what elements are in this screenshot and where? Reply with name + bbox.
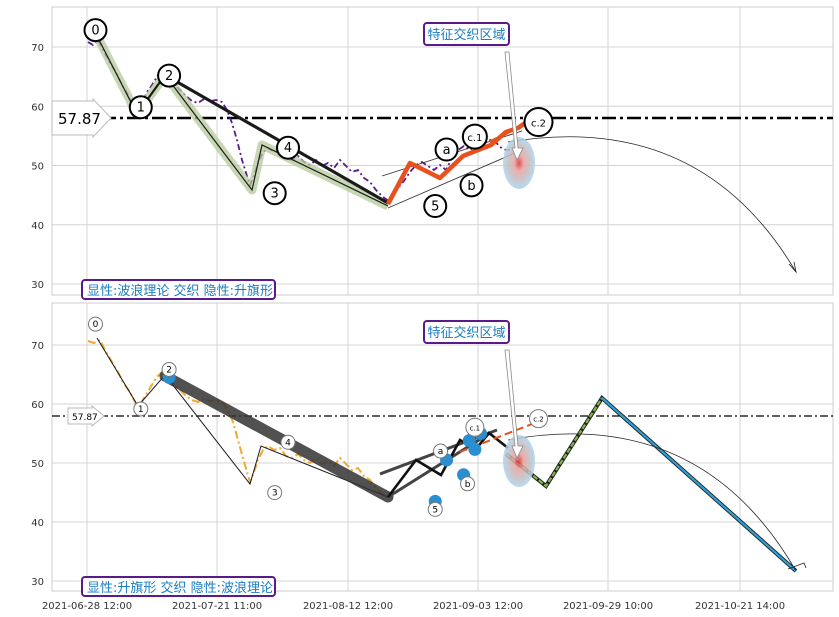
bottom-wave-line <box>96 337 389 498</box>
top-wave-label-circle <box>128 95 153 120</box>
top-wave-label: a <box>443 143 451 158</box>
top-y-tick-label: 40 <box>31 221 44 232</box>
x-tick-label: 2021-06-28 12:00 <box>42 601 132 612</box>
bottom-wave-label-circle <box>133 401 149 417</box>
top-y-tick-label: 50 <box>31 162 44 173</box>
bottom-y-tick-label: 50 <box>31 459 44 470</box>
bottom-projection-arc <box>507 433 797 572</box>
bottom-y-tick-label: 60 <box>31 400 44 411</box>
top-footer-label: 显性:波浪理论 交织 隐性:升旗形 <box>87 283 273 299</box>
top-y-tick-label: 70 <box>31 43 44 54</box>
top-wave-label: c.1 <box>467 133 482 144</box>
top-reference-arrow: 57.87 <box>51 97 112 139</box>
bottom-interaction-blob <box>503 435 535 487</box>
bottom-wave-band <box>159 370 394 503</box>
bottom-footer-label: 显性:升旗形 交织 隐性:波浪理论 <box>87 580 273 596</box>
top-wave-label-circle <box>276 135 301 160</box>
bottom-reference-label: 57.87 <box>72 413 98 423</box>
bottom-reference-arrow: 57.87 <box>67 404 105 428</box>
bottom-projection-blue <box>601 397 797 572</box>
bottom-sub-wave <box>386 431 509 498</box>
top-panel: 30 40 50 60 70 57.87 特征交织区域 0 1 <box>31 6 834 300</box>
bottom-annotation-text: 特征交织区域 <box>427 325 505 341</box>
top-wave-label: 0 <box>91 24 99 39</box>
top-wave-leg-2-5 <box>164 73 389 205</box>
top-grid <box>52 7 833 295</box>
bottom-wave-label: 0 <box>93 320 99 330</box>
top-wave-label-circle <box>461 123 488 150</box>
bottom-wave-label: 3 <box>272 489 278 499</box>
bottom-wave-label-circle <box>427 501 443 517</box>
x-tick-label: 2021-09-03 12:00 <box>433 601 523 612</box>
bottom-wave-label-circle <box>87 316 103 332</box>
top-wave-label: 5 <box>431 200 439 215</box>
x-tick-label: 2021-10-21 14:00 <box>695 601 785 612</box>
top-wave-label: 4 <box>284 141 292 156</box>
bottom-wave-label-circle <box>280 434 296 450</box>
bottom-wave-label: 5 <box>432 505 438 515</box>
top-y-tick-labels: 30 40 50 60 70 <box>31 43 44 291</box>
bottom-wave-label: 4 <box>285 438 291 448</box>
top-annotation-box: 特征交织区域 <box>423 22 510 46</box>
top-wave-label-circle <box>83 18 108 43</box>
top-wave-label-circle <box>423 194 448 219</box>
bottom-wave-label: b <box>465 480 471 490</box>
bottom-wave-label-circle <box>465 417 485 437</box>
x-tick-label: 2021-09-29 10:00 <box>563 601 653 612</box>
top-wave-label: b <box>467 179 475 194</box>
top-y-tick-label: 60 <box>31 102 44 113</box>
top-wave-label-circle <box>262 181 287 206</box>
top-projection-arrowhead <box>788 261 797 274</box>
top-wave-label-circle <box>157 63 182 88</box>
bottom-arc-bracket <box>787 562 807 570</box>
bottom-wave-label-circle <box>267 485 283 501</box>
top-wave-label: 3 <box>271 187 279 202</box>
top-reference-label: 57.87 <box>58 110 101 128</box>
bottom-pivot-dot <box>468 442 482 456</box>
bottom-y-tick-label: 40 <box>31 518 44 529</box>
top-sub-wave-dash <box>489 119 531 144</box>
top-channel-lower <box>387 149 523 209</box>
top-wave-label: c.2 <box>531 119 546 130</box>
bottom-wave-label: a <box>438 447 444 457</box>
bottom-annotation-box: 特征交织区域 <box>423 320 510 344</box>
top-projection-arc <box>507 136 797 273</box>
bottom-wave-label-circle <box>460 476 476 492</box>
x-tick-label: 2021-07-21 11:00 <box>172 601 262 612</box>
top-wave-labels: 0 1 2 3 4 5 a b c.1 c.2 <box>83 18 554 219</box>
bottom-wave-label: 1 <box>138 405 144 415</box>
bottom-wave-label-circle <box>529 409 549 429</box>
top-wave-label-circle <box>459 173 484 198</box>
top-wave-label-circle <box>523 107 554 138</box>
x-tick-labels: 2021-06-28 12:00 2021-07-21 11:00 2021-08-… <box>42 601 785 612</box>
bottom-wave-labels: 0 1 2 3 4 5 a b c.1 c.2 <box>87 316 549 517</box>
top-interaction-blob <box>503 137 535 189</box>
top-pointer-arrow <box>504 51 524 161</box>
bottom-footer-box: 显性:升旗形 交织 隐性:波浪理论 <box>81 576 276 597</box>
top-footer-box: 显性:波浪理论 交织 隐性:升旗形 <box>81 279 276 300</box>
top-wave-label: 1 <box>137 101 145 116</box>
bottom-wave-label-circle <box>161 361 177 377</box>
bottom-pointer-arrow <box>504 349 524 459</box>
x-tick-label: 2021-08-12 12:00 <box>303 601 393 612</box>
bottom-wave-label: c.1 <box>470 424 481 432</box>
top-wave-label-circle <box>434 137 459 162</box>
bottom-y-tick-label: 30 <box>31 577 44 588</box>
bottom-wave-label-circle <box>433 443 449 459</box>
bottom-wave-label: c.2 <box>533 416 544 424</box>
top-y-tick-label: 30 <box>31 280 44 291</box>
top-price-series <box>87 38 510 202</box>
bottom-wave-label: 2 <box>166 365 172 375</box>
bottom-y-tick-labels: 30 40 50 60 70 <box>31 341 44 588</box>
top-wave-label: 2 <box>165 69 173 84</box>
bottom-y-tick-label: 70 <box>31 341 44 352</box>
top-annotation-text: 特征交织区域 <box>427 27 505 43</box>
